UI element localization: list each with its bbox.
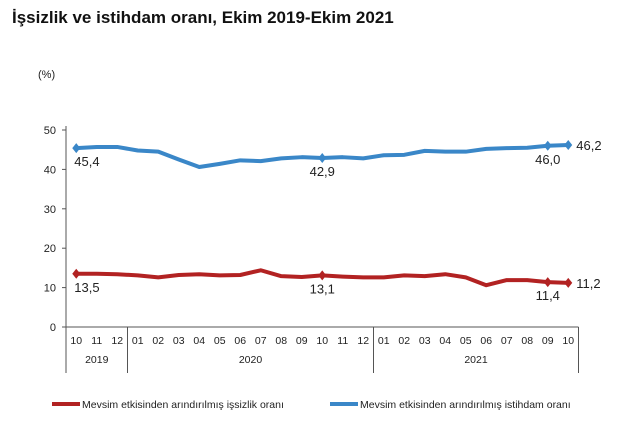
marker-diamond	[543, 140, 552, 151]
y-tick-label: 10	[44, 283, 56, 295]
year-label: 2019	[85, 354, 109, 366]
x-tick-label: 03	[173, 335, 185, 347]
data-label: 11,2	[576, 276, 600, 291]
x-tick-label: 01	[378, 335, 390, 347]
x-tick-label: 09	[296, 335, 308, 347]
x-tick-label: 02	[398, 335, 410, 347]
x-tick-label: 07	[501, 335, 513, 347]
data-label: 42,9	[310, 164, 335, 179]
data-label: 13,1	[310, 281, 335, 296]
x-tick-label: 08	[521, 335, 533, 347]
legend-label: Mevsim etkisinden arındırılmış istihdam …	[360, 399, 571, 411]
x-tick-label: 05	[214, 335, 226, 347]
x-tick-label: 09	[542, 335, 554, 347]
marker-diamond	[72, 143, 81, 154]
marker-diamond	[543, 277, 552, 288]
x-tick-label: 05	[460, 335, 472, 347]
y-axis-label: (%)	[38, 69, 55, 81]
marker-diamond	[72, 268, 81, 279]
marker-diamond	[318, 270, 327, 281]
data-label: 11,4	[536, 288, 560, 303]
legend-label: Mevsim etkisinden arındırılmış işsizlik …	[82, 399, 284, 411]
x-tick-label: 11	[337, 335, 348, 347]
x-tick-label: 10	[316, 335, 328, 347]
data-label: 13,5	[74, 280, 99, 295]
year-label: 2020	[239, 354, 263, 366]
x-tick-label: 07	[255, 335, 267, 347]
x-tick-label: 11	[91, 335, 102, 347]
x-tick-label: 12	[357, 335, 369, 347]
x-tick-label: 06	[234, 335, 246, 347]
x-tick-label: 10	[70, 335, 82, 347]
y-tick-label: 50	[44, 125, 56, 137]
x-tick-label: 04	[193, 335, 205, 347]
x-tick-label: 12	[111, 335, 123, 347]
marker-diamond	[564, 139, 573, 150]
y-tick-label: 40	[44, 164, 56, 176]
y-tick-label: 0	[50, 322, 56, 334]
chart-title: İşsizlik ve istihdam oranı, Ekim 2019-Ek…	[12, 8, 394, 27]
data-label: 46,2	[576, 138, 601, 153]
marker-diamond	[564, 277, 573, 288]
data-label: 46,0	[535, 152, 560, 167]
x-tick-label: 02	[152, 335, 164, 347]
y-tick-label: 20	[44, 243, 56, 255]
x-tick-label: 03	[419, 335, 431, 347]
x-tick-label: 04	[439, 335, 451, 347]
x-tick-label: 06	[480, 335, 492, 347]
year-label: 2021	[464, 354, 488, 366]
marker-diamond	[318, 152, 327, 163]
x-tick-label: 08	[275, 335, 287, 347]
data-label: 45,4	[74, 154, 99, 169]
y-tick-label: 30	[44, 204, 56, 216]
x-tick-label: 10	[562, 335, 574, 347]
x-tick-label: 01	[132, 335, 144, 347]
